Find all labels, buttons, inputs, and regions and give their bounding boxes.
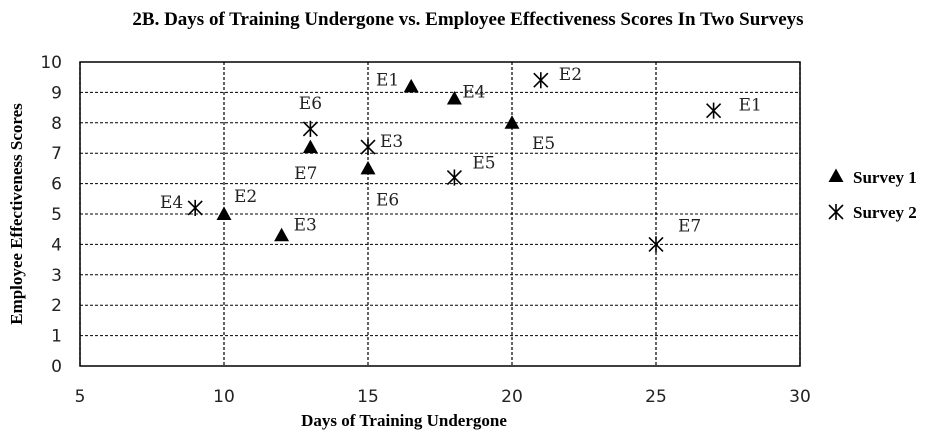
x-tick-label: 30 (789, 387, 811, 407)
plot-frame (79, 61, 801, 367)
asterisk-marker (446, 169, 462, 186)
triangle-marker (360, 160, 376, 175)
y-tick-label: 6 (51, 175, 62, 195)
y-axis-title: Employee Effectiveness Scores (7, 103, 26, 325)
point-label: E6 (299, 94, 322, 114)
asterisk-marker (187, 199, 203, 216)
point-label: E3 (380, 132, 403, 152)
asterisk-marker (706, 102, 722, 119)
triangle-marker (446, 90, 462, 105)
asterisk-marker (302, 120, 318, 137)
y-tick-label: 8 (51, 114, 62, 134)
y-tick-label: 3 (51, 266, 62, 286)
chart-title: 2B. Days of Training Undergone vs. Emplo… (132, 9, 803, 30)
triangle-marker (504, 115, 520, 129)
triangle-marker (216, 206, 232, 220)
y-tick-label: 10 (40, 53, 62, 73)
triangle-marker (403, 78, 419, 93)
legend-asterisk-marker (828, 203, 844, 221)
y-tick-label: 1 (51, 327, 62, 347)
point-label: E2 (234, 187, 257, 207)
point-label: E2 (559, 65, 582, 85)
triangle-marker (302, 139, 318, 154)
point-label: E1 (376, 70, 399, 90)
x-tick-label: 10 (213, 387, 235, 407)
legend: Survey 1 Survey 2 (828, 168, 917, 222)
tick-labels: 5 10 15 20 25 30 0 1 2 3 4 5 6 7 8 9 10 (40, 53, 810, 407)
x-tick-label: 25 (645, 387, 667, 407)
point-label: E4 (160, 193, 183, 213)
y-tick-label: 0 (51, 357, 62, 377)
point-label: E6 (376, 190, 399, 210)
triangle-marker (274, 227, 290, 242)
legend-label: Survey 1 (853, 168, 917, 187)
x-tick-label: 5 (75, 387, 86, 407)
x-tick-label: 20 (501, 387, 523, 407)
point-label: E1 (739, 96, 762, 116)
x-tick-label: 15 (357, 387, 379, 407)
x-axis-title: Days of Training Undergone (301, 411, 507, 430)
point-label: E7 (678, 216, 701, 236)
point-label: E7 (294, 164, 317, 184)
y-tick-label: 9 (51, 83, 62, 103)
y-tick-label: 7 (51, 144, 62, 164)
point-label: E5 (472, 154, 495, 174)
y-tick-label: 5 (51, 205, 62, 225)
point-label: E3 (294, 215, 317, 235)
point-label: E5 (532, 134, 555, 154)
data-points: E1 E2 E3 E4 E5 E6 E7 E1 E2 E3 E4 E5 E6 E7 (160, 65, 762, 253)
y-tick-label: 2 (51, 296, 62, 316)
y-tick-label: 4 (51, 235, 62, 255)
legend-label: Survey 2 (853, 203, 917, 222)
legend-triangle-marker (828, 168, 844, 182)
asterisk-marker (533, 72, 549, 89)
asterisk-marker (648, 236, 664, 253)
asterisk-marker (360, 139, 376, 156)
point-label: E4 (462, 82, 485, 102)
